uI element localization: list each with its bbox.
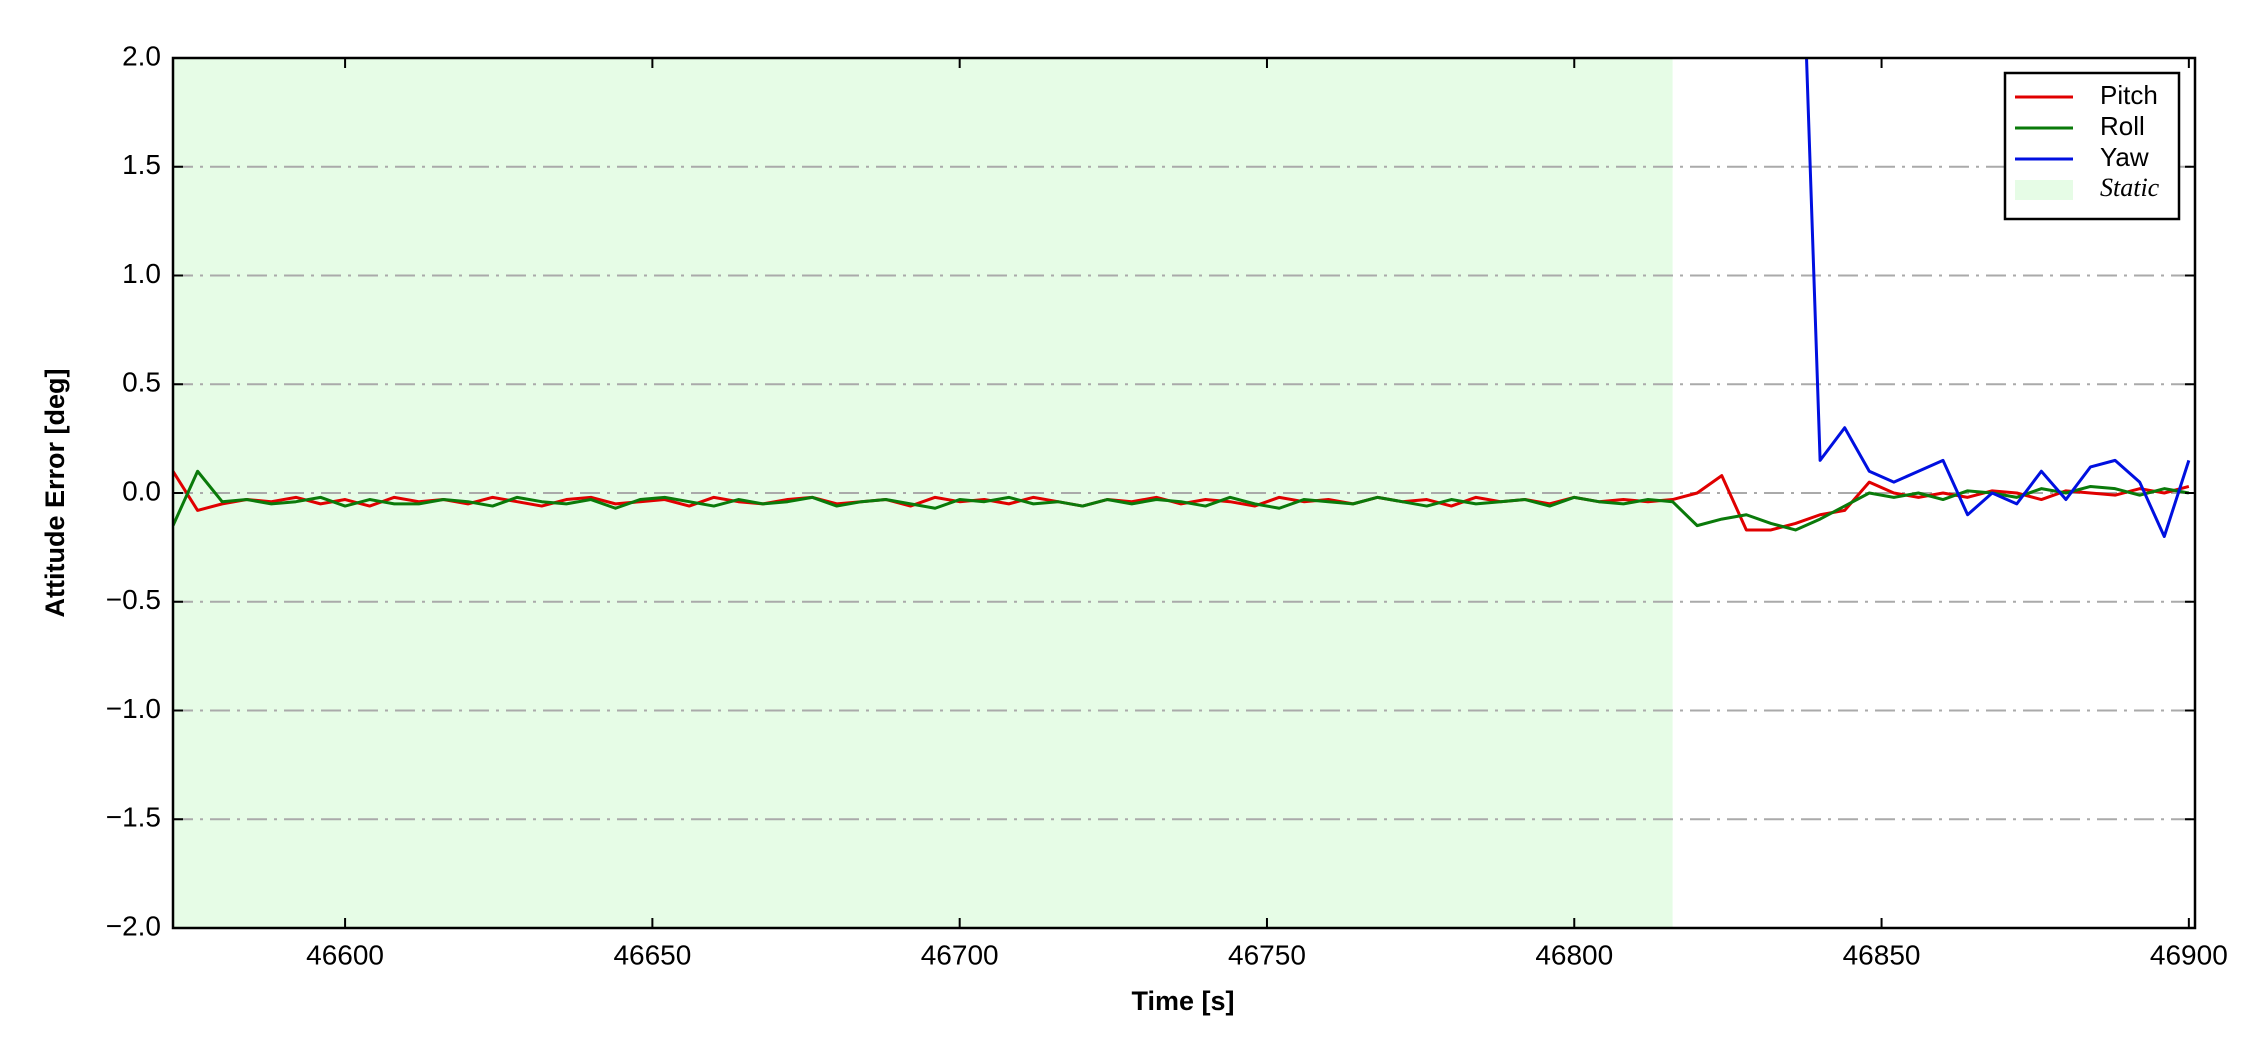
y-axis-title: Attitude Error [deg] (40, 369, 70, 618)
series-line (173, 469, 2190, 532)
axes: 2.0 1.5 1.0 0.5 0.0 −0.5 −1.0 −1.5 −2.0 46600 4665… (106, 40, 2228, 970)
x-axis-title: Time [s] (1131, 986, 1234, 1016)
y-tick-label: 1.0 (122, 258, 161, 289)
legend-label: Static (2100, 173, 2160, 202)
y-tick-label: 0.0 (122, 475, 161, 506)
legend-label: Roll (2100, 111, 2145, 141)
x-tick-label: 46800 (1535, 939, 1613, 970)
legend-label: Pitch (2100, 80, 2158, 110)
x-tick-label: 46700 (921, 939, 999, 970)
y-tick-label: −0.5 (106, 584, 161, 615)
series-line (1805, 58, 2191, 538)
y-tick-label: −1.5 (106, 802, 161, 833)
y-tick-label: 1.5 (122, 149, 161, 180)
legend-swatch (2015, 180, 2073, 200)
y-tick-label: −1.0 (106, 693, 161, 724)
y-tick-label: −2.0 (106, 910, 161, 941)
x-tick-label: 46650 (613, 939, 691, 970)
x-tick-label: 46900 (2150, 939, 2228, 970)
lines (173, 58, 2191, 538)
legend-label: Yaw (2100, 142, 2149, 172)
y-tick-label: 0.5 (122, 367, 161, 398)
y-tick-label: 2.0 (122, 40, 161, 71)
x-tick-label: 46850 (1843, 939, 1921, 970)
x-tick-label: 46750 (1228, 939, 1306, 970)
x-tick-label: 46600 (306, 939, 384, 970)
